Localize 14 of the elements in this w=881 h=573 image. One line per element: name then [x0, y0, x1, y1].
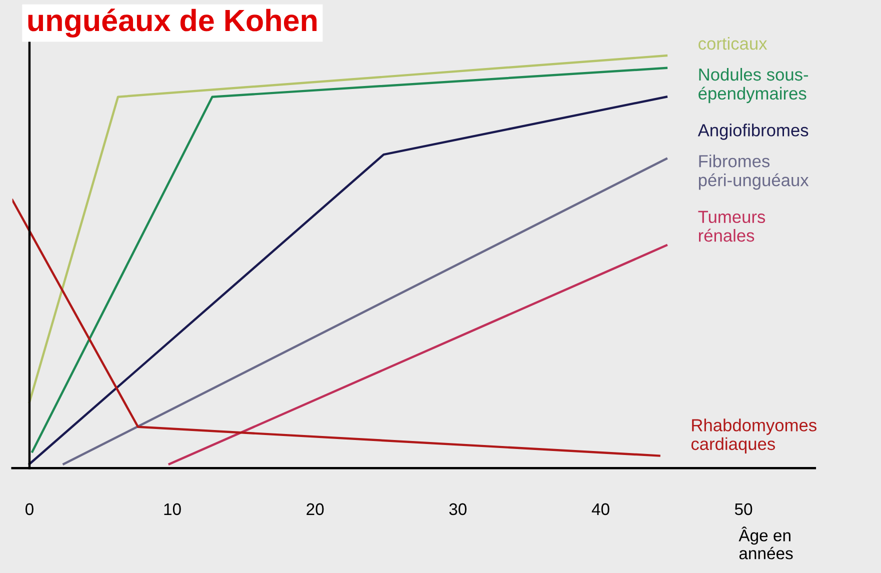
series-label: Rhabdomyomes cardiaques — [691, 418, 816, 454]
x-tick-label: 40 — [592, 503, 610, 516]
series-label: Tumeurs rénales — [698, 210, 766, 242]
series-label: Nodules sous- épendymaires — [698, 68, 808, 104]
x-tick-label: 50 — [734, 503, 752, 516]
x-tick-label: 10 — [164, 503, 181, 516]
series-label: corticaux — [698, 37, 768, 50]
series-label: Fibromes péri-unguéaux — [698, 154, 809, 190]
x-tick-label: 30 — [449, 503, 467, 516]
x-tick-label: 0 — [25, 503, 34, 516]
text: Angiofibromes — [698, 124, 808, 140]
x-tick-label: 20 — [306, 503, 324, 516]
chart-title: unguéaux de Kohen — [28, 8, 317, 38]
x-axis-title: Âge en années — [738, 526, 793, 560]
